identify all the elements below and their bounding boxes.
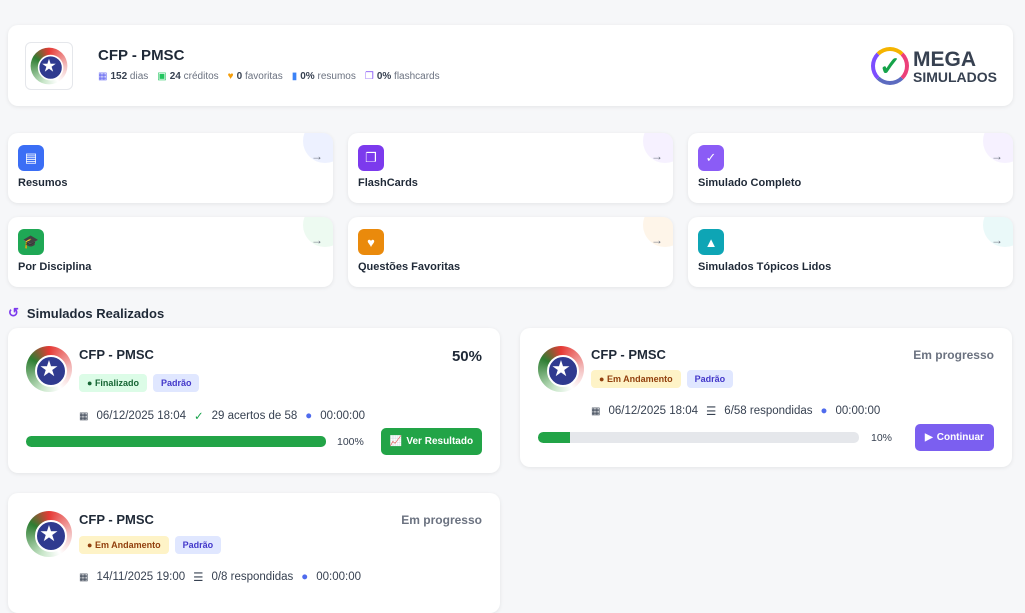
stat-flashcards: ❐ 0% flashcards [364,71,440,82]
type-badge: Padrão [174,536,222,554]
clock-icon: ● [305,410,313,422]
book-icon: ▮ [291,71,298,82]
simulado-name: CFP - PMSC [591,347,666,362]
course-logo: ★ [538,346,584,392]
action-flashcards[interactable]: ❐ FlashCards → [348,133,673,203]
course-header: ★ CFP - PMSC ▦ 152 dias ▣ 24 créditos ♥ 0 f… [8,25,1013,106]
action-questoes-favoritas[interactable]: ♥ Questões Favoritas → [348,217,673,287]
play-icon: ▶ [925,432,933,443]
list-icon: ☰ [705,406,717,418]
arrow-right-icon: → [991,149,1003,163]
clock-icon: ● [301,571,309,583]
course-logo: ★ [26,346,72,392]
simulado-meta: ▦ 06/12/2025 18:04 ☰ 6/58 respondidas ● 00:00… [591,405,881,418]
simulado-card: ★ CFP - PMSC 50% ● Finalizado Padrão ▦ 06/… [8,328,500,473]
check-icon: ✓ [193,411,204,423]
arrow-right-icon: → [651,233,663,247]
arrow-right-icon: → [651,149,663,163]
ver-resultado-button[interactable]: 📈 Ver Resultado [381,428,482,455]
graduation-cap-icon: 🎓 [18,229,44,255]
course-stats: ▦ 152 dias ▣ 24 créditos ♥ 0 favoritas ▮ 0% … [98,71,440,82]
simulado-card: ★ CFP - PMSC Em progresso ● Em Andamento… [8,493,500,613]
progress-label: 100% [337,436,364,448]
stat-dias: ▦ 152 dias [98,71,149,82]
stat-resumos: ▮ 0% resumos [291,71,356,82]
course-logo: ★ [25,42,73,90]
arrow-right-icon: → [311,149,323,163]
status-badge: ● Finalizado [79,374,147,392]
heart-icon: ♥ [227,71,234,82]
clock-icon: ● [820,405,828,417]
score: 50% [451,348,482,365]
action-topicos-lidos[interactable]: ▲ Simulados Tópicos Lidos → [688,217,1013,287]
history-icon: ↺ [8,305,19,320]
document-icon: ▤ [18,145,44,171]
action-resumos[interactable]: ▤ Resumos → [8,133,333,203]
stat-favoritas: ♥ 0 favoritas [227,71,283,82]
simulado-name: CFP - PMSC [79,347,154,362]
type-badge: Padrão [686,370,734,388]
simulado-name: CFP - PMSC [79,512,154,527]
progress-bar [26,436,326,447]
status-text: Em progresso [913,348,994,362]
clipboard-icon: ✓ [698,145,724,171]
action-simulado-completo[interactable]: ✓ Simulado Completo → [688,133,1013,203]
simulado-meta: ▦ 14/11/2025 19:00 ☰ 0/8 respondidas ● 00:00:… [79,571,362,584]
list-icon: ☰ [193,572,204,584]
heart-icon: ♥ [358,229,384,255]
arrow-right-icon: → [311,233,323,247]
calendar-icon: ▦ [98,71,108,82]
type-badge: Padrão [152,374,200,392]
brand-logo: ✓ MEGA SIMULADOS [871,47,997,85]
cards-icon: ❐ [358,145,384,171]
continuar-button[interactable]: ▶ Continuar [915,424,994,451]
reader-icon: ▲ [698,229,724,255]
progress-bar [538,432,859,443]
calendar-icon: ▦ [79,410,89,422]
calendar-icon: ▦ [79,571,89,583]
check-icon: ✓ [871,47,909,85]
action-por-disciplina[interactable]: 🎓 Por Disciplina → [8,217,333,287]
simulado-card: ★ CFP - PMSC Em progresso ● Em Andamento… [520,328,1012,467]
section-title: ↺ Simulados Realizados [8,305,165,321]
copy-icon: ❐ [364,71,374,82]
arrow-right-icon: → [991,233,1003,247]
stat-creditos: ▣ 24 créditos [157,71,219,82]
course-logo: ★ [26,511,72,557]
chart-icon: 📈 [389,436,403,447]
status-badge: ● Em Andamento [79,536,169,554]
progress-label: 10% [871,432,893,444]
status-badge: ● Em Andamento [591,370,681,388]
status-text: Em progresso [401,513,482,527]
calendar-icon: ▦ [591,405,601,417]
course-title: CFP - PMSC [98,47,185,64]
simulado-meta: ▦ 06/12/2025 18:04 ✓ 29 acertos de 58 ● 00:00… [79,410,366,423]
clipboard-check-icon: ▣ [157,71,167,82]
